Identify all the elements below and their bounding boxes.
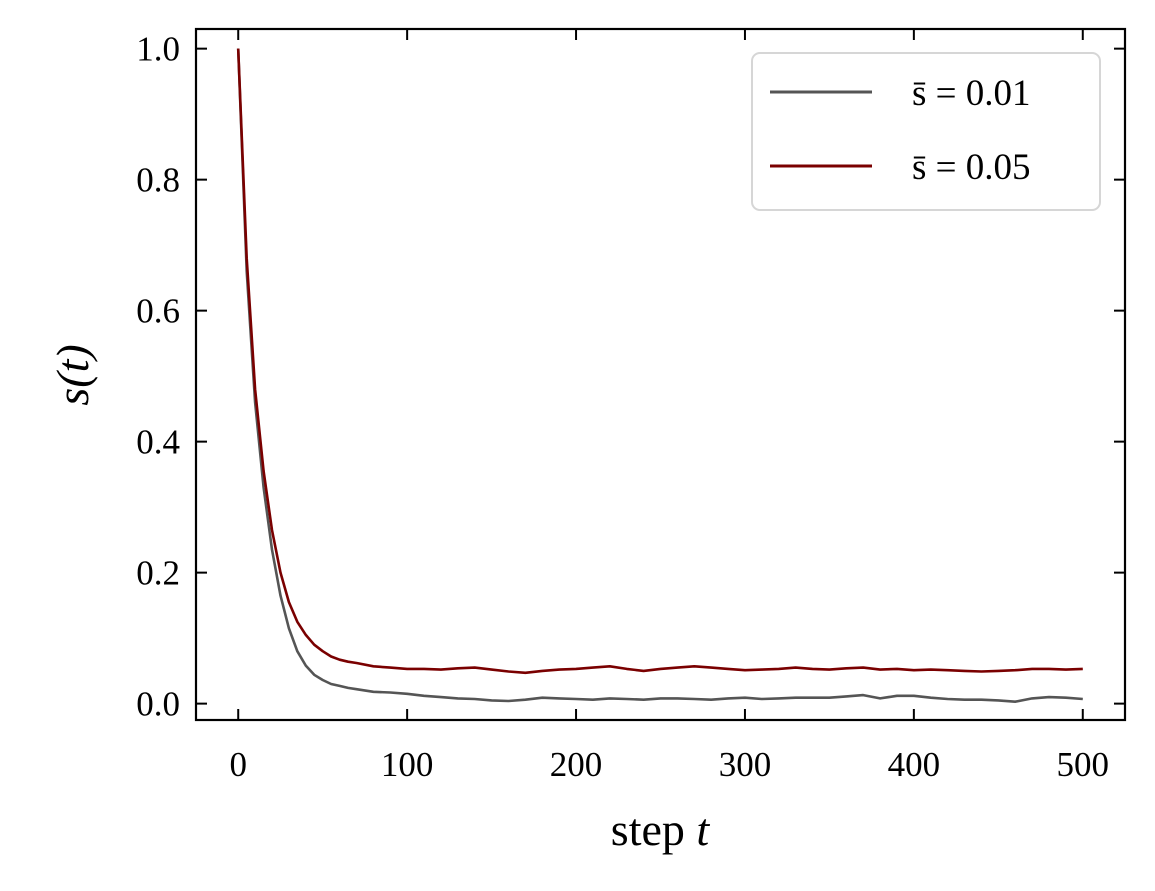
y-axis-label: s(t) xyxy=(47,344,98,405)
legend-label-2: s̄ = 0.05 xyxy=(912,147,1031,188)
x-axis-label: step t xyxy=(611,804,711,855)
series-line-1 xyxy=(236,48,1083,703)
x-axis-label-var: t xyxy=(696,804,710,855)
y-tick-label: 0.4 xyxy=(136,423,180,462)
y-tick-label: 1.0 xyxy=(136,30,180,69)
series-lines xyxy=(236,48,1083,703)
y-tick-label: 0.0 xyxy=(136,685,180,724)
legend: s̄ = 0.01 s̄ = 0.05 xyxy=(751,52,1101,211)
axes-frame xyxy=(194,27,1127,722)
y-tick-label: 0.6 xyxy=(136,292,180,331)
axis-ticks xyxy=(196,29,1125,720)
x-tick-label: 500 xyxy=(1057,745,1110,784)
x-tick-label: 200 xyxy=(550,745,603,784)
x-axis-label-text: step xyxy=(611,804,685,855)
x-tick-label: 400 xyxy=(888,745,941,784)
x-tick-label: 300 xyxy=(719,745,772,784)
series-line-2 xyxy=(236,48,1083,675)
y-tick-label: 0.2 xyxy=(136,554,180,593)
x-tick-label: 100 xyxy=(381,745,434,784)
legend-label-1: s̄ = 0.01 xyxy=(912,73,1031,114)
x-tick-label: 0 xyxy=(229,745,247,784)
tick-labels: 0 100 200 300 400 500 0.0 0.2 0.4 0.6 0.8 1.0 xyxy=(136,30,1109,784)
y-tick-label: 0.8 xyxy=(136,161,180,200)
